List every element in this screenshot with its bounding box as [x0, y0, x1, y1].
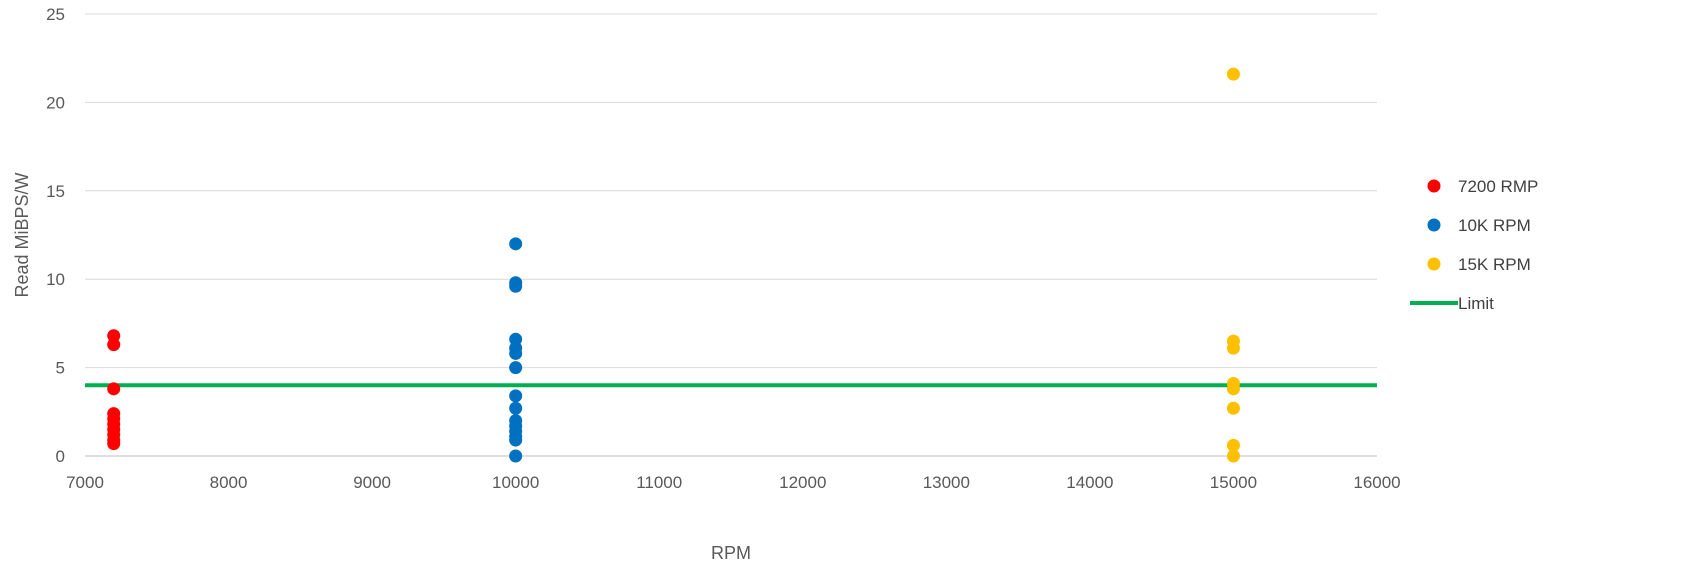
data-point: [1226, 341, 1240, 355]
x-tick-label: 8000: [210, 473, 248, 492]
data-point: [1226, 67, 1240, 81]
y-tick-label: 20: [46, 93, 65, 112]
y-tick-label: 25: [46, 5, 65, 24]
y-tick-label: 15: [46, 182, 65, 201]
y-tick-label: 10: [46, 270, 65, 289]
y-tick-label: 0: [56, 447, 65, 466]
legend-swatch-marker: [1427, 257, 1441, 271]
data-point: [509, 361, 523, 375]
data-point: [509, 449, 523, 463]
data-point: [509, 401, 523, 415]
x-tick-label: 12000: [779, 473, 826, 492]
series-2: [1226, 67, 1240, 463]
legend-label: 7200 RMP: [1458, 177, 1538, 196]
x-tick-label: 14000: [1066, 473, 1113, 492]
legend-item: 7200 RMP: [1427, 177, 1538, 196]
data-point: [1226, 449, 1240, 463]
data-point: [509, 433, 523, 447]
x-tick-label: 13000: [923, 473, 970, 492]
legend-item: 10K RPM: [1427, 216, 1531, 235]
legend-item: 15K RPM: [1427, 255, 1531, 274]
gridlines: [85, 13, 1377, 369]
x-tick-label: 16000: [1353, 473, 1400, 492]
y-tick-label: 5: [56, 359, 65, 378]
data-point: [509, 237, 523, 251]
x-tick-label: 7000: [66, 473, 104, 492]
data-point: [509, 389, 523, 403]
x-tick-label: 10000: [492, 473, 539, 492]
series-0: [107, 329, 121, 451]
data-point: [1226, 401, 1240, 415]
data-point: [107, 437, 121, 451]
data-point: [1226, 438, 1240, 452]
x-tick-label: 9000: [353, 473, 391, 492]
x-tick-label: 11000: [636, 473, 682, 492]
x-axis-title: RPM: [711, 543, 751, 563]
legend-swatch-marker: [1427, 179, 1441, 193]
legend-label: 10K RPM: [1458, 216, 1531, 235]
data-point: [509, 279, 523, 293]
data-point: [107, 338, 121, 352]
legend-swatch-marker: [1427, 218, 1441, 232]
plot-series: [85, 67, 1377, 463]
data-point: [107, 382, 121, 396]
x-tick-label: 15000: [1210, 473, 1257, 492]
legend-label: 15K RPM: [1458, 255, 1531, 274]
legend: 7200 RMP 10K RPM 15K RPM Limit: [1410, 177, 1538, 313]
data-point: [1226, 382, 1240, 396]
y-axis-title: Read MiBPS/W: [12, 172, 32, 297]
series-1: [509, 237, 523, 463]
legend-label: Limit: [1458, 294, 1494, 313]
legend-item: Limit: [1410, 294, 1494, 313]
tick-labels: 7000 8000 9000 10000 11000 12000 13000 14000 150…: [46, 5, 1401, 492]
data-point: [509, 346, 523, 360]
